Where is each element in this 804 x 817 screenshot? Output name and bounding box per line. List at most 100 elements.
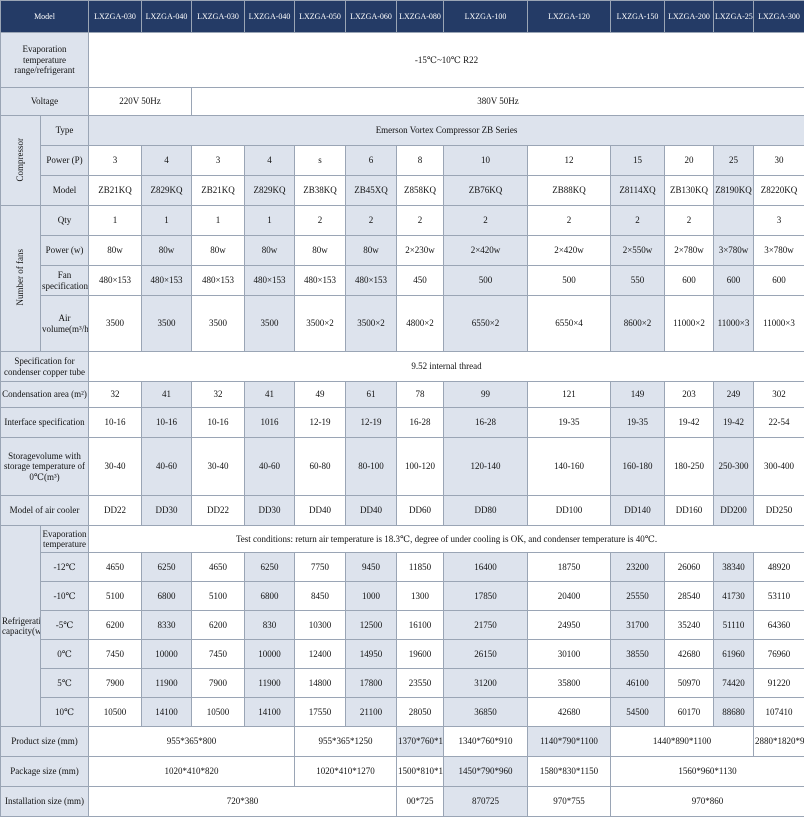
condensation-area-cell: 32: [89, 382, 142, 408]
fans-power-cell: 80w: [346, 236, 397, 266]
fans-power-cell: 80w: [192, 236, 245, 266]
compressor-model-cell: Z829KQ: [142, 176, 192, 206]
fans-air-cell: 6550×2: [444, 296, 528, 352]
fans-spec-cell: 480×153: [192, 266, 245, 296]
condensation-area-cell: 49: [295, 382, 346, 408]
condensation-area-cell: 249: [714, 382, 754, 408]
product-size-g2: 955*365*1250: [295, 727, 397, 757]
product-size-g7: 2880*1820*980: [754, 727, 804, 757]
fans-spec-cell: 480×153: [89, 266, 142, 296]
compressor-model-cell: ZB21KQ: [89, 176, 142, 206]
compressor-power-cell: 25: [714, 146, 754, 176]
storage-label: Storagevolume with storage temperature o…: [1, 438, 89, 496]
copper-tube-label: Specification for condenser copper tube: [1, 352, 89, 382]
installation-size-g1: 720*380: [89, 787, 397, 817]
fans-air-cell: 4800×2: [397, 296, 444, 352]
interface-cell: 16-28: [444, 408, 528, 438]
interface-cell: 19-35: [611, 408, 665, 438]
fans-qty-cell: 1: [142, 206, 192, 236]
package-size-g2: 1020*410*1270: [295, 757, 397, 787]
fans-air-cell: 11000×3: [714, 296, 754, 352]
fans-group-label-text: Number of fans: [15, 249, 25, 305]
refrigeration-value-cell: 107410: [754, 698, 804, 727]
condensation-area-cell: 99: [444, 382, 528, 408]
compressor-model-cell: Z829KQ: [245, 176, 295, 206]
refrigeration-value-cell: 60170: [665, 698, 714, 727]
header-model-cell: LXZGA-040: [142, 1, 192, 33]
fans-air-cell: 11000×3: [754, 296, 804, 352]
refrigeration-value-cell: 41730: [714, 582, 754, 611]
fans-qty-cell: 2: [295, 206, 346, 236]
storage-cell: 180-250: [665, 438, 714, 496]
fans-spec-cell: 480×153: [142, 266, 192, 296]
fans-air-cell: 3500: [192, 296, 245, 352]
condensation-area-cell: 41: [245, 382, 295, 408]
compressor-power-cell: 6: [346, 146, 397, 176]
refrigeration-value-cell: 54500: [611, 698, 665, 727]
storage-cell: 80-100: [346, 438, 397, 496]
refrigeration-value-cell: 6250: [142, 553, 192, 582]
air-cooler-cell: DD40: [295, 496, 346, 526]
refrigeration-value-cell: 28540: [665, 582, 714, 611]
refrigeration-value-cell: 7450: [89, 640, 142, 669]
fans-spec-cell: 600: [714, 266, 754, 296]
voltage-group2: 380V 50Hz: [192, 88, 804, 116]
refrigeration-value-cell: 7750: [295, 553, 346, 582]
refrigeration-value-cell: 14950: [346, 640, 397, 669]
refrigeration-value-cell: 17550: [295, 698, 346, 727]
air-cooler-label: Model of air cooler: [1, 496, 89, 526]
refrigeration-value-cell: 50970: [665, 669, 714, 698]
refrigeration-value-cell: 24950: [528, 611, 611, 640]
refrigeration-value-cell: 61960: [714, 640, 754, 669]
refrigeration-value-cell: 46100: [611, 669, 665, 698]
refrigeration-value-cell: 8450: [295, 582, 346, 611]
package-size-g6: 1560*960*1130: [611, 757, 804, 787]
refrigeration-temp-label: 10℃: [41, 698, 89, 727]
voltage-group1: 220V 50Hz: [89, 88, 192, 116]
refrigeration-temp-label: 5℃: [41, 669, 89, 698]
refrigeration-value-cell: 4650: [192, 553, 245, 582]
refrigeration-value-cell: 28050: [397, 698, 444, 727]
refrigeration-value-cell: 51110: [714, 611, 754, 640]
fans-qty-cell: [714, 206, 754, 236]
compressor-group-label: Compressor: [1, 116, 41, 206]
air-cooler-cell: DD22: [89, 496, 142, 526]
fans-air-cell: 6550×4: [528, 296, 611, 352]
compressor-model-cell: ZB76KQ: [444, 176, 528, 206]
table-row: Evaporation temperature range/refrigeran…: [1, 33, 804, 88]
refrigeration-value-cell: 6800: [142, 582, 192, 611]
header-model-cell: LXZGA-060: [346, 1, 397, 33]
fans-spec-cell: 480×153: [346, 266, 397, 296]
refrigeration-value-cell: 6250: [245, 553, 295, 582]
refrigeration-value-cell: 76960: [754, 640, 804, 669]
condensation-area-cell: 121: [528, 382, 611, 408]
refrigeration-value-cell: 11900: [142, 669, 192, 698]
product-size-g4: 1340*760*910: [444, 727, 528, 757]
product-size-g5: 1140*790*1100: [528, 727, 611, 757]
compressor-power-cell: 10: [444, 146, 528, 176]
condensation-area-cell: 78: [397, 382, 444, 408]
refrigeration-value-cell: 7450: [192, 640, 245, 669]
refrigeration-value-cell: 21100: [346, 698, 397, 727]
interface-cell: 10-16: [192, 408, 245, 438]
refrigeration-value-cell: 21750: [444, 611, 528, 640]
fans-spec-cell: 480×153: [245, 266, 295, 296]
refrigeration-test-conditions: Test conditions: return air temperature …: [89, 526, 804, 553]
compressor-model-cell: Z8190KQ: [714, 176, 754, 206]
refrigeration-value-cell: 7900: [192, 669, 245, 698]
compressor-model-cell: Z858KQ: [397, 176, 444, 206]
refrigeration-temp-label: -12℃: [41, 553, 89, 582]
fans-air-cell: 11000×2: [665, 296, 714, 352]
air-cooler-cell: DD40: [346, 496, 397, 526]
air-cooler-cell: DD100: [528, 496, 611, 526]
header-model-cell: LXZGA-250: [714, 1, 754, 33]
air-cooler-cell: DD60: [397, 496, 444, 526]
refrigeration-value-cell: 74420: [714, 669, 754, 698]
refrigeration-value-cell: 88680: [714, 698, 754, 727]
fans-spec-cell: 500: [528, 266, 611, 296]
